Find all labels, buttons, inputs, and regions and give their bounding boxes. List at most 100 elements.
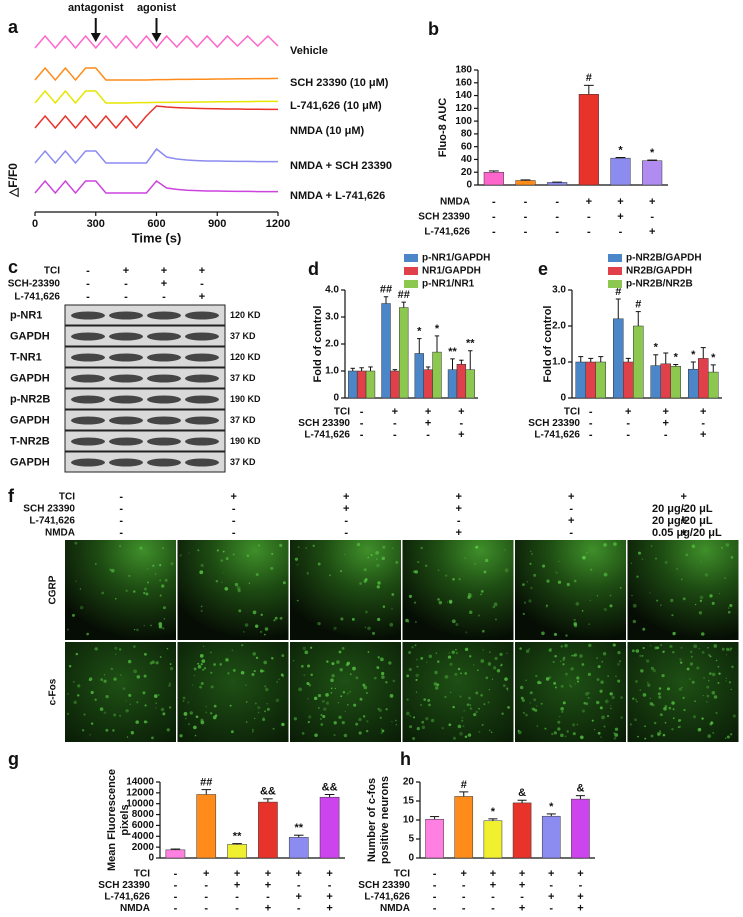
micrograph-speck: [457, 724, 462, 729]
micrograph-speck: [320, 723, 324, 726]
micrograph-speck: [679, 661, 683, 664]
micrograph-speck: [715, 659, 718, 662]
micrograph-speck: [378, 708, 383, 713]
condition-name: L-741,626: [14, 292, 60, 303]
micrograph-speck: [155, 661, 159, 665]
micrograph-speck: [365, 729, 369, 733]
bar: [571, 798, 590, 859]
condition-sign: +: [519, 868, 525, 880]
micrograph-speck: [379, 657, 384, 662]
micrograph-speck: [718, 672, 721, 675]
micrograph-speck: [650, 545, 653, 547]
micrograph-speck: [222, 550, 225, 553]
micrograph-speck: [282, 581, 286, 585]
micrograph-speck: [519, 647, 522, 650]
condition-sign: -: [344, 527, 348, 539]
condition-sign: -: [589, 429, 593, 441]
micrograph-speck: [706, 685, 710, 689]
micrograph: [177, 540, 289, 640]
significance-mark: *: [549, 801, 554, 813]
micrograph-speck: [724, 577, 727, 580]
micrograph-speck: [639, 654, 642, 658]
micrograph-speck: [632, 619, 637, 624]
blot-size-label: 37 KD: [230, 457, 256, 467]
micrograph-speck: [583, 701, 587, 705]
micrograph-speck: [529, 562, 532, 565]
significance-mark: *: [435, 323, 440, 335]
condition-sign: -: [549, 879, 553, 891]
micrograph-speck: [423, 698, 427, 701]
micrograph-speck: [133, 645, 136, 648]
micrograph-speck: [493, 602, 498, 607]
micrograph-speck: [461, 716, 464, 719]
condition-sign: +: [456, 527, 462, 539]
micrograph-speck: [660, 604, 662, 606]
arrow-head: [90, 33, 101, 42]
micrograph-speck: [689, 662, 694, 666]
micrograph-speck: [709, 655, 712, 658]
micrograph-speck: [553, 681, 557, 685]
micrograph-speck: [272, 727, 275, 730]
micrograph-speck: [657, 692, 661, 696]
micrograph-speck: [234, 582, 239, 587]
micrograph-speck: [467, 593, 472, 597]
condition-name: L-741,626: [104, 892, 150, 903]
micrograph-speck: [224, 586, 229, 591]
micrograph-speck: [428, 654, 432, 659]
micrograph-speck: [125, 700, 127, 702]
micrograph-speck: [200, 609, 203, 612]
micrograph-speck: [530, 586, 533, 590]
micrograph-speck: [420, 704, 422, 706]
micrograph-speck: [480, 693, 483, 697]
micrograph-speck: [517, 729, 520, 732]
micrograph-speck: [451, 619, 456, 624]
micrograph-speck: [179, 554, 182, 557]
micrograph-speck: [158, 622, 163, 626]
micrograph-speck: [609, 692, 613, 696]
micrograph-speck: [227, 672, 230, 675]
micrograph-speck: [465, 631, 468, 634]
significance-mark: **: [294, 822, 303, 834]
blot-band: [109, 437, 143, 446]
micrograph-speck: [326, 660, 329, 663]
micrograph-speck: [459, 731, 463, 736]
bar: [585, 361, 596, 399]
micrograph-speck: [464, 557, 467, 560]
significance-mark: *: [417, 326, 422, 338]
micrograph-speck: [237, 589, 241, 593]
micrograph-speck: [641, 558, 644, 561]
trace-label: L-741,626 (10 μM): [290, 100, 382, 112]
micrograph-speck: [225, 658, 229, 662]
condition-name: SCH-23390: [8, 279, 61, 290]
micrograph-speck: [488, 729, 491, 732]
micrograph-speck: [702, 695, 704, 697]
significance-mark: *: [654, 342, 659, 354]
micrograph-speck: [118, 648, 122, 651]
condition-sign: -: [232, 503, 236, 515]
micrograph-speck: [245, 721, 248, 723]
micrograph-speck: [67, 693, 69, 695]
micrograph-speck: [615, 675, 617, 678]
micrograph-speck: [240, 670, 245, 675]
micrograph-speck: [469, 655, 472, 658]
micrograph-speck: [565, 634, 568, 637]
condition-sign: -: [119, 503, 123, 515]
micrograph-speck: [572, 732, 576, 736]
micrograph-speck: [201, 659, 206, 663]
condition-name: NMDA: [380, 903, 410, 914]
micrograph-speck: [652, 668, 657, 673]
blot-size-label: 37 KD: [230, 331, 256, 341]
legend-swatch: [404, 280, 418, 288]
micrograph-speck: [672, 631, 676, 636]
trace: [34, 89, 278, 105]
micrograph-speck: [416, 727, 420, 731]
micrograph-speck: [143, 674, 147, 678]
blot-band: [147, 332, 181, 341]
micrograph-speck: [197, 662, 200, 665]
micrograph-speck: [698, 648, 701, 650]
micrograph-speck: [373, 676, 377, 680]
significance-mark: **: [233, 831, 242, 843]
micrograph-speck: [68, 665, 72, 668]
micrograph-speck: [151, 736, 154, 740]
micrograph-speck: [659, 730, 661, 733]
